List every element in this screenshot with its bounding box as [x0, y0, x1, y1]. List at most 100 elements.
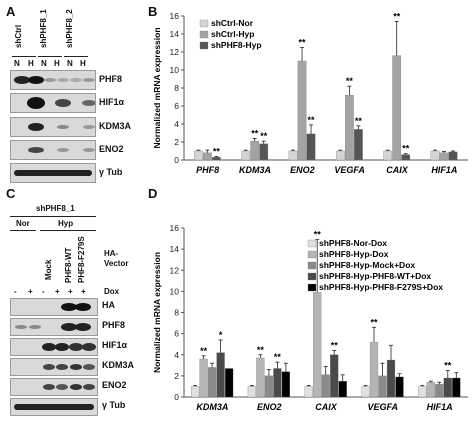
bar-shctrl-nor	[383, 150, 393, 161]
legend-swatch	[307, 272, 317, 281]
dox-sign: +	[68, 287, 73, 296]
bar-shctrl-nor	[241, 150, 251, 161]
bar-shphf8-hyp-phf8-f279s-dox	[395, 376, 404, 398]
group-underline-shctrl	[12, 56, 36, 57]
blot-strip-eno2	[10, 378, 98, 396]
y-tick-label: 8	[174, 83, 179, 93]
x-tick-label: CAIX	[315, 402, 337, 412]
y-axis-label: Normalized mRNA expression	[152, 252, 162, 373]
bar-shphf8-hyp-dox	[369, 341, 379, 398]
y-tick-label: 4	[174, 350, 179, 360]
legend-swatch	[199, 41, 209, 50]
bar-shphf8-hyp-phf8-f279s-dox	[338, 381, 347, 398]
blot-strip-kdm3a	[10, 358, 98, 376]
y-tick-label: 12	[170, 265, 180, 275]
group-label-shctrl: shCtrl	[14, 24, 23, 48]
blot-label-ha: HA	[102, 300, 115, 310]
ha-vector-label: HA- Vector	[104, 249, 129, 268]
blot-strip-gamma-tub	[10, 163, 96, 183]
panel-c-title: shPHF8_1	[36, 204, 75, 213]
bar-shphf8-nor-dox	[361, 386, 370, 398]
dox-sign: -	[14, 287, 17, 296]
lane-label: N	[14, 59, 20, 68]
bar-shphf8-hyp-mock-dox	[321, 374, 330, 398]
significance-mark: **	[251, 128, 259, 138]
legend-swatch	[307, 250, 317, 259]
lane-label: H	[54, 59, 60, 68]
blot-label-gamma-tub: γ Tub	[99, 167, 123, 177]
bar-shctrl-nor	[194, 150, 203, 161]
significance-mark: **	[274, 352, 282, 362]
condition-hyp: Hyp	[58, 219, 74, 228]
bar-shphf8-hyp-phf8-wt-dox	[273, 368, 282, 398]
blot-label-gamma-tub: γ Tub	[102, 400, 126, 410]
group-label-shphf8-2: shPHF8_2	[65, 9, 74, 48]
y-tick-label: 14	[170, 29, 180, 39]
legend-entry: shPHF8-Hyp-Mock+Dox	[319, 260, 415, 270]
blot-bands	[42, 343, 96, 351]
legend-entry: shPHF8-Hyp-PHF8-F279S+Dox	[319, 282, 443, 292]
blot-label-kdm3a: KDM3A	[102, 360, 135, 370]
bar-shphf8-hyp	[259, 143, 269, 161]
construct-label-wt: PHF8-WT	[64, 247, 73, 283]
y-tick-label: 16	[170, 11, 180, 21]
bar-shphf8-hyp-phf8-f279s-dox	[281, 371, 290, 398]
bar-shphf8-hyp	[306, 133, 316, 161]
x-tick-label: VEGFA	[368, 402, 399, 412]
significance-mark: **	[402, 144, 410, 154]
x-tick-label: KDM3A	[239, 165, 271, 175]
lane-label: N	[41, 59, 47, 68]
significance-mark: **	[444, 361, 452, 371]
significance-mark: **	[260, 131, 268, 141]
x-tick-label: ENO2	[290, 165, 315, 175]
legend-entry: shPHF8-Nor-Dox	[319, 238, 387, 248]
blot-bands	[43, 364, 95, 370]
y-tick-label: 14	[170, 244, 180, 254]
blot-bands	[15, 323, 91, 331]
legend-swatch	[307, 261, 317, 270]
blot-strip-phf8	[10, 70, 96, 90]
y-tick-label: 10	[170, 286, 180, 296]
blot-label-hif1a: HIF1α	[99, 97, 125, 107]
significance-mark: **	[331, 341, 339, 351]
significance-mark: **	[346, 76, 354, 86]
bar-shphf8-nor-dox	[247, 386, 256, 398]
legend-entry: shCtrl-Nor	[211, 18, 254, 28]
blot-bands	[14, 170, 92, 176]
blot-label-eno2: ENO2	[102, 380, 127, 390]
legend-entry: shPHF8-Hyp-Dox	[319, 249, 389, 259]
bar-shphf8-hyp-phf8-wt-dox	[386, 359, 396, 398]
condition-underline-nor	[10, 230, 36, 231]
significance-mark: **	[200, 346, 208, 356]
bar-shctrl-nor	[336, 150, 345, 161]
x-tick-label: ENO2	[257, 402, 282, 412]
blot-label-kdm3a: KDM3A	[99, 121, 132, 131]
group-underline-shphf8-1	[38, 56, 62, 57]
blot-strip-phf8	[10, 318, 98, 336]
bar-shphf8-nor-dox	[304, 386, 313, 398]
panel-letter-c: C	[6, 186, 16, 201]
blot-strip-gamma-tub	[10, 398, 98, 416]
y-tick-label: 0	[174, 155, 179, 165]
blot-label-eno2: ENO2	[99, 144, 124, 154]
dox-sign: +	[28, 287, 33, 296]
blot-bands	[43, 384, 95, 390]
blot-strip-hif1a	[10, 338, 98, 356]
blot-bands	[28, 123, 95, 131]
legend-entry: shPHF8-Hyp-PHF8-WT+Dox	[319, 271, 431, 281]
dox-sign: +	[55, 287, 60, 296]
legend-entry: shPHF8-Hyp	[211, 40, 262, 50]
bar-shctrl-hyp	[392, 55, 402, 161]
bar-shctrl-hyp	[297, 60, 307, 161]
bar-shphf8-hyp-mock-dox	[264, 375, 273, 398]
significance-mark: **	[299, 38, 307, 48]
bar-shphf8-hyp	[448, 151, 458, 161]
blot-bands	[27, 97, 96, 109]
bar-shctrl-nor	[288, 150, 298, 161]
blot-label-hif1a: HIF1α	[102, 340, 128, 350]
dox-label: Dox	[104, 287, 120, 296]
blot-strip-eno2	[10, 140, 96, 160]
bar-shphf8-hyp	[354, 129, 363, 161]
bar-shphf8-nor-dox	[191, 386, 200, 398]
lane-label: N	[67, 59, 73, 68]
